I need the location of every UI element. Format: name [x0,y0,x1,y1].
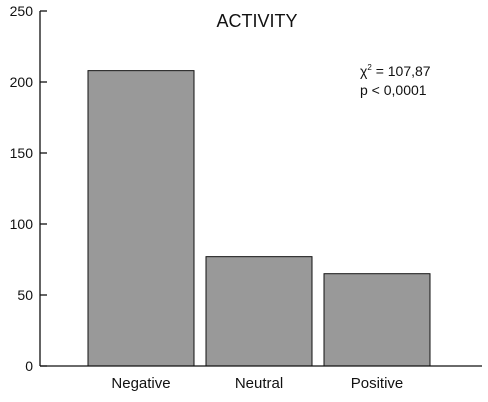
y-tick-label: 200 [10,74,34,90]
x-category-label: Negative [111,375,170,392]
y-tick-label: 100 [10,216,34,232]
x-category-label: Neutral [235,375,283,392]
x-axis: Negative Neutral Positive [40,365,482,392]
y-axis: 0 50 100 150 200 250 [10,3,47,374]
y-tick-label: 0 [25,358,33,374]
y-tick-label: 250 [10,3,34,19]
bar-negative [87,70,195,367]
stat-annotation: χ2 = 107,87 p < 0,0001 [360,63,431,98]
x-category-label: Positive [351,375,404,392]
bar-neutral [205,256,313,367]
bar-positive [323,273,431,367]
chart-title: ACTIVITY [216,11,297,31]
bars-group [87,70,431,367]
y-tick-label: 150 [10,145,34,161]
chi-square-annotation: χ2 = 107,87 [360,63,431,79]
y-tick-label: 50 [17,287,33,303]
p-value-annotation: p < 0,0001 [360,82,427,98]
